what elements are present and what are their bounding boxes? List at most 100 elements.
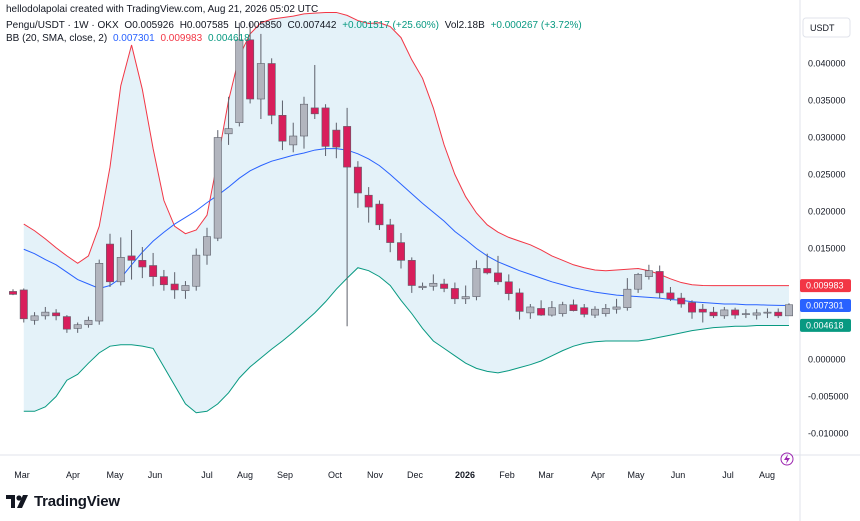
candle-body [418, 285, 427, 289]
candle [106, 233, 114, 287]
candle [235, 22, 244, 127]
candle-body [289, 135, 298, 146]
candle [224, 96, 233, 145]
candle [375, 200, 384, 230]
time-axis[interactable]: Mar Apr May Jun Jul Aug Sep Oct Nov Dec 2026 Feb Mar… [14, 470, 775, 480]
time-tick-label: Apr [66, 470, 80, 480]
candle [494, 255, 502, 285]
candle [41, 306, 50, 320]
candle [547, 301, 556, 317]
candle-body [698, 308, 707, 313]
candle [774, 308, 783, 319]
basis-price-tag: 0.007301 [800, 298, 851, 312]
candle [731, 307, 740, 319]
price-axis[interactable]: 0.0450000.0400000.0350000.0300000.025000… [808, 22, 849, 439]
lightning-icon[interactable] [780, 452, 794, 466]
candle [213, 130, 222, 242]
candle [19, 288, 28, 323]
tradingview-logo[interactable]: TradingView [6, 493, 120, 510]
currency-button[interactable]: USDT [802, 17, 851, 38]
candle-body [256, 63, 265, 100]
candle-body [52, 312, 61, 317]
candle [386, 218, 395, 253]
candle-body [774, 311, 783, 317]
candle [450, 282, 459, 304]
candle [364, 187, 373, 223]
candle-body [353, 166, 362, 194]
price-tag-label: 0.004618 [806, 320, 844, 330]
candle-body [612, 306, 621, 310]
candle-body [752, 312, 761, 316]
candle-body [149, 265, 158, 277]
price-tick-label: -0.005000 [808, 392, 849, 402]
candle [558, 301, 567, 317]
price-tick-label: 0.015000 [808, 244, 846, 254]
candle [569, 299, 578, 312]
candle-body [666, 292, 675, 300]
price-tick-label: 0.030000 [808, 133, 846, 143]
price-tick-label: 0.040000 [808, 59, 846, 69]
candle [472, 260, 481, 301]
bb-upper-value: 0.009983 [160, 33, 203, 44]
candle [591, 306, 599, 319]
candle [612, 298, 621, 314]
candle [483, 253, 492, 275]
candle [256, 33, 265, 119]
indicator-legend[interactable]: BB (20, SMA, close, 2) 0.007301 0.009983… [6, 33, 253, 44]
candle-body [397, 242, 405, 261]
candle [644, 264, 653, 280]
candle-body [19, 289, 28, 320]
legend-row: Pengu/USDT · 1W · OKX O0.005926 H0.00758… [6, 20, 585, 31]
candle [30, 312, 39, 325]
candle-body [84, 319, 93, 326]
legend-volume-change: +0.000267 (+3.72%) [490, 20, 582, 31]
bollinger-bands [23, 11, 790, 414]
price-tag-bg [800, 298, 851, 312]
legend-change: +0.001517 (+25.60%) [342, 20, 439, 31]
candle-body [741, 313, 750, 315]
candle-body [709, 311, 718, 317]
candle [580, 304, 589, 318]
candle-body [127, 255, 136, 261]
time-tick-label: May [106, 470, 124, 480]
candle-body [192, 254, 201, 287]
candle-body [138, 260, 147, 268]
legend-symbol[interactable]: Pengu/USDT · 1W · OKX [6, 20, 119, 31]
price-tick-label: 0.025000 [808, 170, 846, 180]
candle-body [731, 309, 740, 316]
price-tick-label: 0.020000 [808, 207, 846, 217]
candle [95, 259, 104, 325]
candle-body [30, 315, 39, 321]
indicator-label: BB (20, SMA, close, 2) [6, 33, 108, 44]
candle [688, 300, 696, 319]
candle-body [644, 270, 653, 277]
time-tick-label: Apr [591, 470, 605, 480]
candle-body [472, 268, 481, 297]
candle [397, 232, 405, 269]
candle [246, 22, 255, 104]
candle [677, 292, 686, 308]
candle [138, 247, 147, 279]
candle [343, 107, 352, 327]
candle [278, 100, 287, 151]
candle [709, 306, 718, 319]
candle-body [310, 107, 319, 115]
candle [289, 122, 298, 153]
candle [752, 309, 761, 320]
candle-body [720, 309, 729, 317]
price-tag-bg [800, 279, 851, 293]
candle-body [73, 324, 82, 329]
candle-body [386, 224, 395, 243]
candle-body [300, 103, 308, 137]
candle [203, 227, 211, 265]
candle [310, 64, 319, 119]
candle [62, 315, 71, 333]
candle [300, 96, 308, 149]
candle-body [213, 137, 222, 239]
candle [720, 306, 729, 319]
candle [634, 272, 643, 293]
candle [785, 303, 793, 317]
candle-body [235, 39, 244, 123]
candle [149, 252, 158, 287]
